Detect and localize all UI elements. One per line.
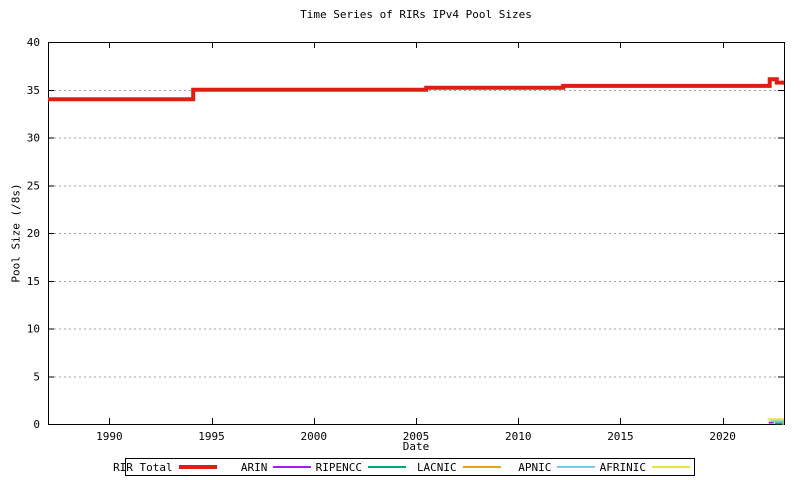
y-tick-label-30: 30 — [27, 132, 40, 145]
legend-label: ARIN — [240, 460, 268, 474]
y-tick-label-10: 10 — [27, 323, 40, 336]
legend-line-sample — [273, 466, 312, 468]
legend-label: RIPENCC — [315, 460, 363, 474]
x-tick-label-1990: 1990 — [96, 430, 123, 443]
legend-line-sample — [368, 466, 407, 468]
legend-item-rir-total: RIR Total — [113, 462, 221, 473]
legend-label: RIR Total — [113, 460, 173, 474]
x-tick-label-2010: 2010 — [505, 430, 532, 443]
chart-title: Time Series of RIRs IPv4 Pool Sizes — [300, 8, 532, 21]
legend-item-lacnic: LACNIC — [410, 462, 505, 473]
legend-box: RIR Total ARIN RIPENCC LACNIC APNIC AFRINIC — [113, 458, 695, 476]
y-tick-label-20: 20 — [27, 227, 40, 240]
x-tick-label-1995: 1995 — [198, 430, 225, 443]
y-tick-label-0: 0 — [33, 418, 40, 431]
legend-label: LACNIC — [416, 460, 457, 474]
legend-line-sample — [557, 466, 596, 468]
x-tick-label-2015: 2015 — [607, 430, 634, 443]
legend-item-arin: ARIN — [221, 462, 316, 473]
y-tick-label-5: 5 — [33, 370, 40, 383]
y-tick-label-15: 15 — [27, 275, 40, 288]
series-rir-total — [48, 77, 784, 102]
legend-label: AFRINIC — [599, 460, 647, 474]
legend-line-sample — [462, 466, 501, 468]
x-tick-label-2020: 2020 — [709, 430, 736, 443]
x-tick-label-2005: 2005 — [403, 430, 430, 443]
x-tick-label-2000: 2000 — [301, 430, 328, 443]
legend-item-afrinic: AFRINIC — [599, 462, 694, 473]
x-axis-label: Date — [402, 440, 430, 453]
y-tick-label-25: 25 — [27, 179, 40, 192]
legend-line-sample — [652, 466, 691, 468]
legend-line-sample — [178, 465, 217, 469]
y-tick-label-40: 40 — [27, 36, 40, 49]
legend-label: APNIC — [518, 460, 552, 474]
y-tick-label-35: 35 — [27, 84, 40, 97]
legend-item-apnic: APNIC — [505, 462, 600, 473]
legend-item-ripencc: RIPENCC — [315, 462, 410, 473]
